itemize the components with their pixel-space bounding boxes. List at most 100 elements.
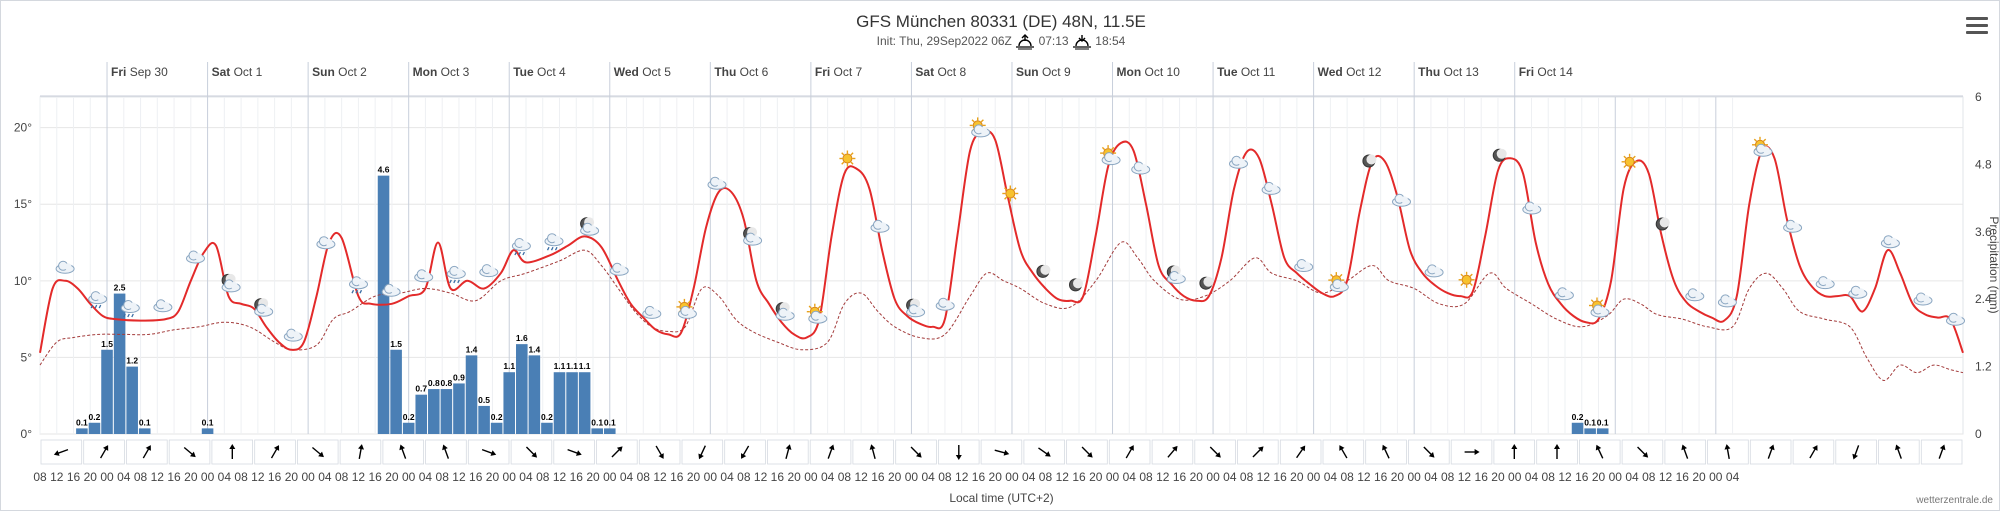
x-axis-hour-label: 16 <box>167 470 181 484</box>
sunset-icon <box>1072 34 1091 50</box>
sun-ray <box>1460 273 1464 277</box>
x-axis-hour-label: 12 <box>50 470 64 484</box>
wind-arrow-icon <box>655 445 664 459</box>
x-axis-hour-label: 20 <box>888 470 902 484</box>
rain-drop <box>351 289 355 294</box>
precip-bar <box>465 355 478 434</box>
cloud-shape <box>446 265 466 279</box>
cloud-shape <box>1717 294 1737 308</box>
moon-shadow <box>1659 217 1670 228</box>
day-label: Mon Oct 3 <box>413 65 470 79</box>
x-axis-hour-label: 00 <box>1005 470 1019 484</box>
x-axis-hour-label: 00 <box>1609 470 1623 484</box>
sun-ray <box>1101 146 1106 151</box>
precip-bar <box>126 366 138 434</box>
cloud-puff <box>1401 196 1408 204</box>
precip-value-label: 0.1 <box>1597 417 1609 427</box>
cloud-icon <box>1294 259 1314 272</box>
day-label: Wed Oct 12 <box>1318 65 1382 79</box>
rain-drop <box>554 246 558 251</box>
x-axis-hour-label: 12 <box>754 470 768 484</box>
x-axis-hour-label: 16 <box>368 470 382 484</box>
wind-arrow-icon <box>955 445 962 460</box>
wind-head <box>1511 444 1518 449</box>
wind-arrow-icon <box>1081 446 1093 458</box>
x-axis-hour-label: 20 <box>1592 470 1606 484</box>
precip-bar <box>76 428 88 434</box>
cloud-shape <box>1131 161 1151 175</box>
cloud-rain-icon <box>544 233 564 251</box>
cloud-rain-icon <box>88 291 108 309</box>
x-axis-hour-label: 16 <box>469 470 483 484</box>
right-axis-tick-label: 0 <box>1975 427 1982 441</box>
cloud-puff <box>195 253 202 260</box>
cloud-puff <box>455 268 463 276</box>
cloud-shape <box>479 264 499 278</box>
rain-drop <box>449 279 452 284</box>
cloud-rain-icon <box>446 265 466 284</box>
precip-bar <box>428 389 440 434</box>
sun-ray <box>1013 196 1017 200</box>
cloud-puff <box>1792 222 1800 230</box>
moon-shadow <box>1203 276 1214 287</box>
wind-head <box>828 444 835 451</box>
sun-disc <box>1624 156 1635 167</box>
cloud-puff <box>1140 164 1148 171</box>
wind-arrow-icon <box>183 446 196 458</box>
sun-ray <box>1763 138 1767 142</box>
cloud-icon <box>1848 285 1868 299</box>
precip-bar <box>478 405 490 434</box>
moon-icon <box>1362 154 1377 168</box>
wind-arrow-icon <box>481 448 497 456</box>
sunrise-icon <box>1016 33 1035 50</box>
cloud-shape <box>511 238 531 251</box>
precip-bar <box>553 372 566 434</box>
x-axis-hour-label: 04 <box>1625 470 1639 484</box>
cloud-rain-icon <box>511 238 531 256</box>
moon-cloud-icon <box>775 302 795 321</box>
x-axis-hour-label: 04 <box>1525 470 1539 484</box>
precip-value-label: 0.5 <box>478 395 490 405</box>
x-axis-hour-label: 00 <box>905 470 919 484</box>
precip-bar <box>1596 428 1609 434</box>
left-axis-tick-label: 15° <box>14 197 32 211</box>
x-axis-hour-label: 12 <box>1257 470 1271 484</box>
cloud-icon <box>1229 155 1248 169</box>
precip-value-label: 1.1 <box>554 361 566 371</box>
x-axis-hour-label: 04 <box>1424 470 1438 484</box>
x-axis-hour-label: 00 <box>1106 470 1120 484</box>
x-axis-hour-label: 00 <box>201 470 215 484</box>
precip-bar <box>453 383 465 434</box>
cloud-shape <box>1294 259 1314 272</box>
moon-cloud-icon <box>580 217 600 236</box>
x-axis-hour-label: 04 <box>720 470 734 484</box>
wind-head <box>189 451 196 458</box>
precip-value-label: 1.1 <box>503 361 515 371</box>
wind-head <box>490 450 497 456</box>
x-axis-hour-label: 12 <box>653 470 667 484</box>
chart-header: GFS München 80331 (DE) 48N, 11.5E Init: … <box>0 12 2002 50</box>
x-axis-hour-label: 16 <box>1173 470 1187 484</box>
precip-bar <box>415 394 428 434</box>
cloud-puff <box>784 310 792 318</box>
sun-ray <box>808 305 812 309</box>
wind-box <box>1493 439 1536 465</box>
cloud-puff <box>488 266 496 274</box>
rain-drop <box>457 279 460 284</box>
x-axis-hour-label: 04 <box>1324 470 1338 484</box>
x-axis-hour-label: 20 <box>486 470 500 484</box>
cloud-puff <box>1563 289 1571 297</box>
cloud-puff <box>1238 158 1245 166</box>
wind-box <box>596 439 638 465</box>
rain-drop <box>514 251 517 256</box>
moon-shadow <box>1366 154 1377 165</box>
x-axis-hour-label: 20 <box>787 470 801 484</box>
x-axis-hour-label: 12 <box>1156 470 1170 484</box>
hamburger-menu-icon[interactable] <box>1966 17 1988 35</box>
wind-head <box>399 444 405 451</box>
cloud-shape <box>677 305 697 319</box>
cloud-shape <box>544 233 564 247</box>
precip-bar <box>402 422 415 434</box>
x-axis-hour-label: 00 <box>402 470 416 484</box>
cloud-shape <box>221 279 241 293</box>
